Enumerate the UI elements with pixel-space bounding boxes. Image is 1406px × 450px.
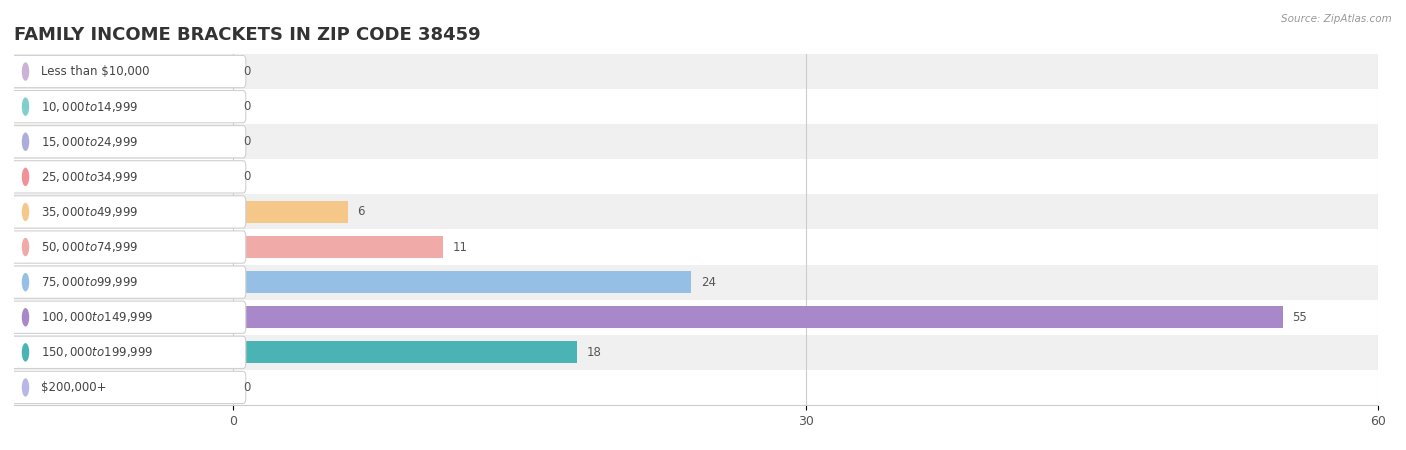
- Ellipse shape: [21, 62, 30, 81]
- Ellipse shape: [21, 378, 30, 397]
- Text: 11: 11: [453, 241, 468, 253]
- FancyBboxPatch shape: [11, 161, 246, 193]
- FancyBboxPatch shape: [14, 124, 1378, 159]
- Bar: [233, 236, 443, 258]
- FancyBboxPatch shape: [14, 159, 1378, 194]
- FancyBboxPatch shape: [11, 266, 246, 298]
- Ellipse shape: [21, 238, 30, 256]
- Text: 6: 6: [357, 206, 366, 218]
- Text: $100,000 to $149,999: $100,000 to $149,999: [41, 310, 153, 324]
- Text: $75,000 to $99,999: $75,000 to $99,999: [41, 275, 138, 289]
- Text: 55: 55: [1292, 311, 1306, 324]
- Bar: [233, 306, 1282, 328]
- Text: $15,000 to $24,999: $15,000 to $24,999: [41, 135, 138, 149]
- FancyBboxPatch shape: [14, 265, 1378, 300]
- Text: Source: ZipAtlas.com: Source: ZipAtlas.com: [1281, 14, 1392, 23]
- FancyBboxPatch shape: [11, 231, 246, 263]
- Text: $200,000+: $200,000+: [41, 381, 107, 394]
- Text: 0: 0: [243, 65, 250, 78]
- FancyBboxPatch shape: [14, 89, 1378, 124]
- Bar: [233, 201, 347, 223]
- Text: $150,000 to $199,999: $150,000 to $199,999: [41, 345, 153, 360]
- FancyBboxPatch shape: [14, 54, 1378, 89]
- FancyBboxPatch shape: [14, 370, 1378, 405]
- Text: Less than $10,000: Less than $10,000: [41, 65, 149, 78]
- Text: $10,000 to $14,999: $10,000 to $14,999: [41, 99, 138, 114]
- Ellipse shape: [21, 97, 30, 116]
- Text: 0: 0: [243, 381, 250, 394]
- FancyBboxPatch shape: [11, 301, 246, 333]
- Ellipse shape: [21, 308, 30, 327]
- FancyBboxPatch shape: [14, 300, 1378, 335]
- FancyBboxPatch shape: [11, 371, 246, 404]
- FancyBboxPatch shape: [14, 230, 1378, 265]
- Text: $50,000 to $74,999: $50,000 to $74,999: [41, 240, 138, 254]
- Text: $25,000 to $34,999: $25,000 to $34,999: [41, 170, 138, 184]
- Ellipse shape: [21, 273, 30, 292]
- Ellipse shape: [21, 132, 30, 151]
- FancyBboxPatch shape: [11, 55, 246, 88]
- Bar: [233, 271, 692, 293]
- FancyBboxPatch shape: [14, 194, 1378, 230]
- FancyBboxPatch shape: [11, 196, 246, 228]
- Ellipse shape: [21, 167, 30, 186]
- Text: 0: 0: [243, 171, 250, 183]
- FancyBboxPatch shape: [11, 126, 246, 158]
- Ellipse shape: [21, 202, 30, 221]
- FancyBboxPatch shape: [11, 90, 246, 123]
- Text: 0: 0: [243, 100, 250, 113]
- Ellipse shape: [21, 343, 30, 362]
- Text: $35,000 to $49,999: $35,000 to $49,999: [41, 205, 138, 219]
- FancyBboxPatch shape: [11, 336, 246, 369]
- FancyBboxPatch shape: [14, 335, 1378, 370]
- Bar: [233, 342, 576, 363]
- Text: 0: 0: [243, 135, 250, 148]
- Text: 18: 18: [586, 346, 602, 359]
- Text: 24: 24: [700, 276, 716, 288]
- Text: FAMILY INCOME BRACKETS IN ZIP CODE 38459: FAMILY INCOME BRACKETS IN ZIP CODE 38459: [14, 26, 481, 44]
